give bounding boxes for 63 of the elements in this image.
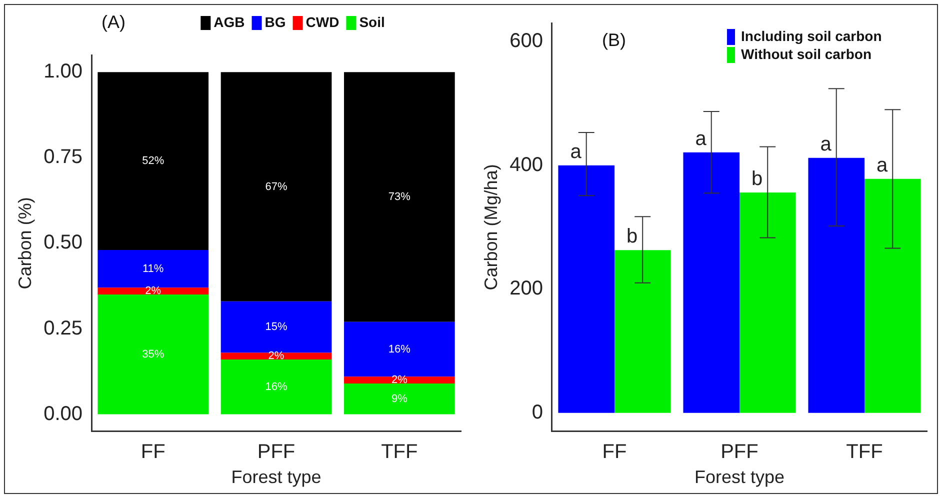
bar [864, 178, 921, 413]
bar [220, 72, 332, 302]
x-tick-label: TFF [381, 440, 418, 463]
data-label: 16% [388, 343, 411, 356]
bar [98, 250, 209, 288]
bar [98, 288, 209, 295]
y-tick-label: 0.25 [44, 317, 83, 340]
data-label: 2% [268, 350, 284, 362]
data-label: 11% [142, 262, 164, 275]
chart-title: (A) [102, 12, 126, 32]
legend-label: BG [264, 14, 286, 30]
data-label: 9% [391, 392, 408, 405]
bar [344, 383, 455, 414]
bar [739, 192, 796, 413]
bar [220, 301, 332, 353]
legend-label: AGB [214, 14, 245, 30]
bar [344, 322, 455, 377]
annotation: a [570, 140, 582, 163]
annotation: a [820, 133, 832, 156]
y-tick-label: 200 [510, 278, 543, 300]
data-label: 15% [265, 321, 288, 334]
data-label: 67% [265, 180, 288, 193]
bar [344, 72, 455, 322]
y-tick-label: 0 [532, 401, 543, 424]
bar [220, 352, 332, 360]
bar [683, 152, 740, 413]
data-label: 35% [142, 348, 164, 360]
annotation: a [876, 154, 888, 176]
y-tick-label: 400 [510, 154, 543, 176]
x-tick-label: TFF [846, 440, 883, 463]
y-tick-label: 0.00 [44, 402, 83, 425]
data-label: 52% [142, 155, 164, 168]
annotation: a [695, 128, 708, 150]
data-label: 2% [145, 285, 162, 298]
x-tick-label: PFF [720, 440, 758, 463]
x-axis-title: Forest type [694, 467, 785, 488]
legend-label: CWD [306, 14, 340, 30]
data-label: 2% [391, 374, 408, 386]
y-axis-title: Carbon (%) [14, 197, 35, 290]
x-tick-label: PFF [257, 440, 296, 463]
legend-label: Without soil carbon [741, 46, 872, 62]
y-tick-label: 1.00 [44, 60, 83, 83]
y-tick-label: 0.75 [44, 146, 83, 168]
bar [558, 165, 614, 413]
bar [98, 72, 209, 250]
y-tick-label: 600 [510, 30, 543, 52]
bar [614, 250, 671, 413]
legend-label: Soil [359, 14, 385, 30]
y-axis-title: Carbon (Mg/ha) [480, 164, 501, 290]
annotation: b [626, 226, 638, 248]
x-tick-label: FF [140, 440, 166, 463]
bar [344, 376, 455, 384]
data-label: 73% [388, 191, 411, 204]
bar [98, 294, 209, 414]
bar [808, 158, 864, 413]
legend-label: Including soil carbon [741, 28, 882, 44]
bar [220, 360, 332, 414]
chart-title: (B) [602, 30, 626, 50]
x-axis-title: Forest type [231, 467, 322, 488]
data-label: 16% [265, 380, 288, 393]
x-tick-label: FF [602, 440, 627, 463]
y-tick-label: 0.50 [44, 232, 83, 254]
annotation: b [751, 168, 763, 190]
